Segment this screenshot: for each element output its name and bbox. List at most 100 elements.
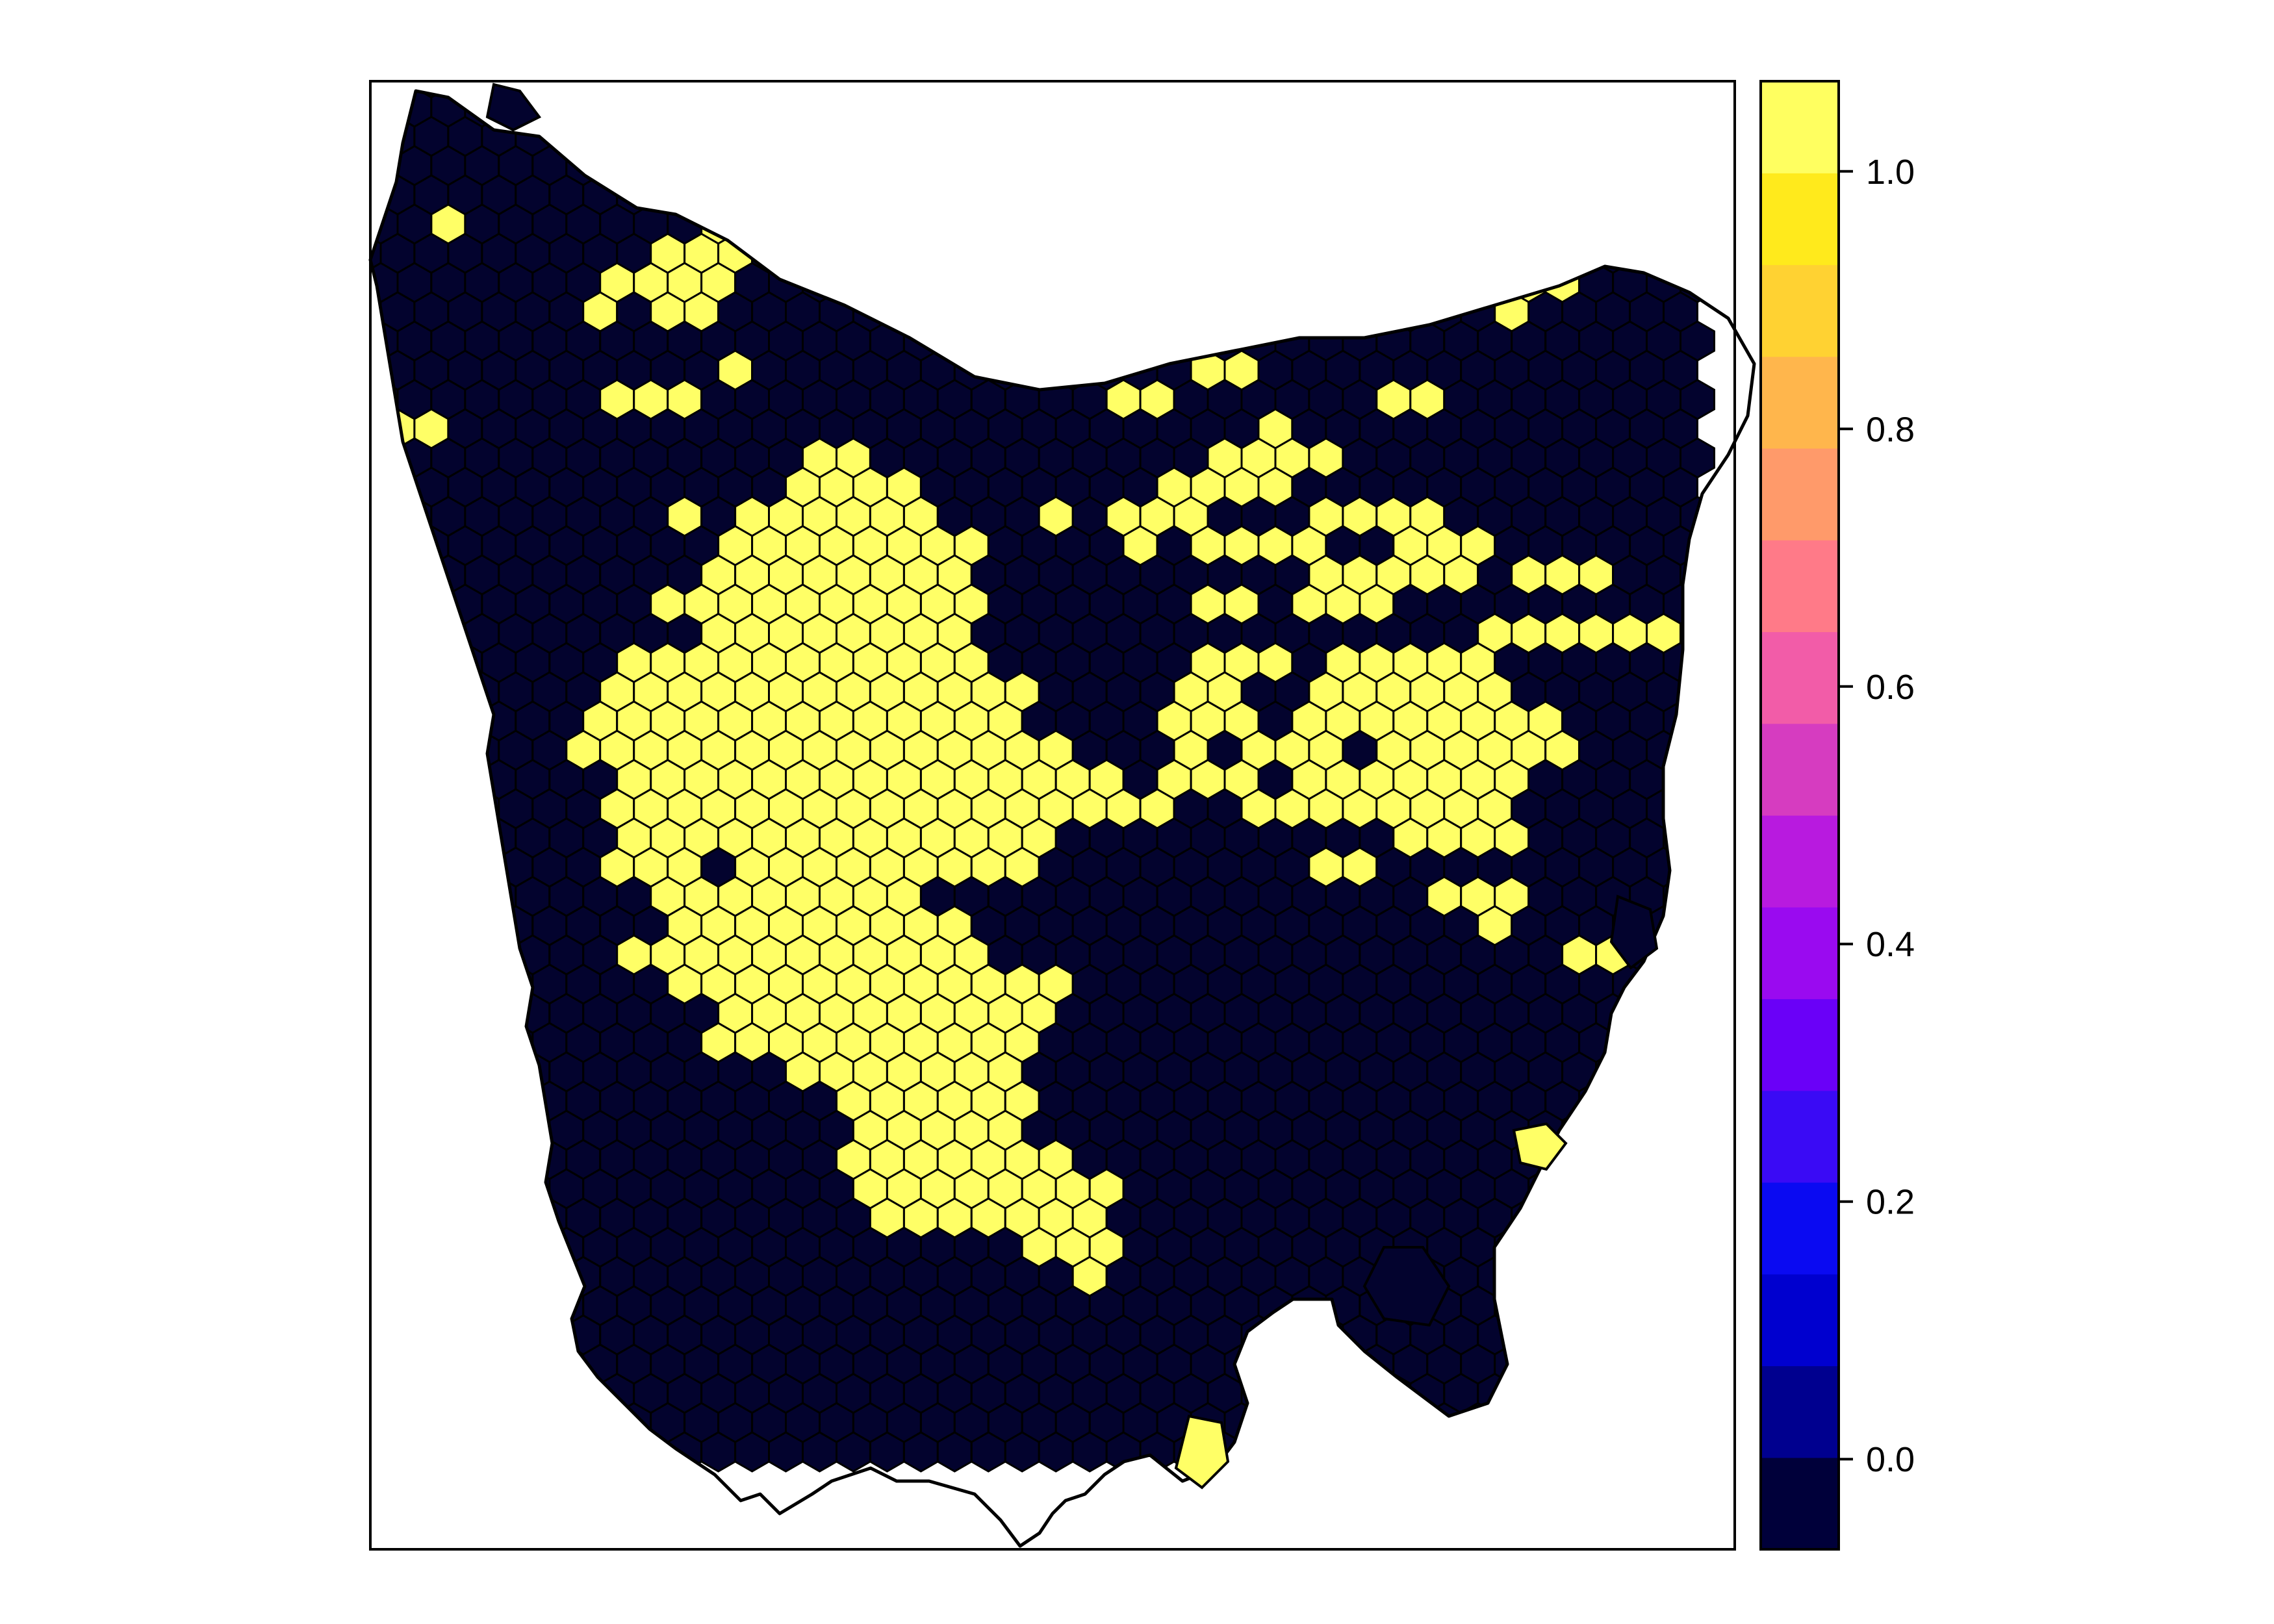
hex-cell-absent — [1527, 174, 1564, 216]
legend-swatch — [1761, 81, 1839, 173]
hex-cell-absent — [447, 934, 483, 976]
hex-cell-present — [1527, 233, 1564, 274]
hex-cell-absent — [1595, 1343, 1631, 1385]
hex-cell-absent — [1511, 203, 1547, 245]
hex-cell-absent — [836, 203, 871, 245]
hex-cell-absent — [1527, 116, 1564, 157]
hex-cell-absent — [1071, 320, 1108, 362]
hex-cell-absent — [1443, 145, 1479, 186]
hex-cell-absent — [1527, 1285, 1564, 1326]
hex-cell-absent — [1663, 759, 1698, 800]
hex-cell-absent — [379, 934, 416, 976]
hex-cell-absent — [1544, 145, 1581, 186]
hex-cell-absent — [1004, 145, 1040, 186]
hex-cell-absent — [1240, 91, 1277, 128]
hex-cell-absent — [565, 1373, 602, 1414]
hex-cell-absent — [1494, 1226, 1530, 1268]
hex-cell-absent — [379, 1110, 416, 1151]
hex-cell-absent — [1680, 1139, 1715, 1180]
offshore-island — [1362, 1246, 1451, 1327]
hex-cell-absent — [599, 91, 635, 128]
hex-cell-absent — [430, 1139, 466, 1180]
hex-cell-absent — [379, 759, 416, 800]
hex-cell-absent — [370, 730, 399, 771]
hex-cell-absent — [1004, 1431, 1040, 1473]
hex-cell-absent — [1426, 91, 1463, 99]
hex-cell-absent — [1291, 291, 1327, 333]
hex-cell-absent — [1105, 1431, 1142, 1473]
hex-cell-absent — [447, 1343, 483, 1385]
hex-cell-absent — [1663, 1343, 1698, 1385]
hex-cell-absent — [1021, 233, 1057, 274]
hex-cell-absent — [430, 1431, 466, 1473]
hex-cell-absent — [1494, 233, 1530, 274]
hex-cell-absent — [1663, 1110, 1698, 1151]
hex-cell-absent — [370, 700, 382, 742]
hex-cell-absent — [447, 1226, 483, 1268]
hex-cell-absent — [734, 203, 770, 245]
hex-cell-absent — [1646, 1314, 1681, 1356]
hex-cell-absent — [700, 91, 737, 128]
hex-cell-absent — [886, 291, 922, 333]
hex-cell-absent — [1038, 1431, 1074, 1473]
hex-cell-absent — [1105, 145, 1142, 186]
hex-cell-absent — [1561, 1226, 1598, 1268]
legend-swatch — [1761, 540, 1839, 633]
hex-cell-absent — [1629, 116, 1665, 157]
hex-cell-absent — [886, 91, 922, 99]
hex-cell-absent — [430, 730, 466, 771]
hex-cell-absent — [936, 262, 973, 303]
hex-cell-absent — [370, 1431, 399, 1473]
hex-cell-absent — [785, 116, 821, 157]
hex-cell-absent — [1460, 174, 1496, 216]
hex-cell-absent — [370, 671, 399, 713]
plot-frame — [369, 80, 1736, 1551]
hex-cell-absent — [1021, 291, 1057, 333]
hex-cell-absent — [1257, 233, 1294, 274]
hex-cell-absent — [1139, 145, 1175, 186]
hex-cell-absent — [396, 1022, 433, 1063]
hex-cell-absent — [970, 262, 1006, 303]
hex-cell-absent — [1646, 1022, 1681, 1063]
hex-cell-absent — [1477, 203, 1513, 245]
hex-cell-absent — [1544, 1314, 1581, 1356]
hex-cell-absent — [370, 1197, 399, 1239]
hex-cell-absent — [886, 233, 922, 274]
hex-cell-absent — [1680, 963, 1715, 1005]
hex-cell-absent — [869, 91, 905, 128]
hex-cell-absent — [447, 817, 483, 859]
hex-cell-absent — [819, 91, 854, 99]
hex-cell-absent — [1527, 91, 1564, 99]
hex-cell-absent — [1342, 1431, 1378, 1473]
hex-cell-absent — [667, 91, 703, 128]
hex-cell-absent — [481, 1110, 517, 1151]
legend-frame — [1759, 80, 1840, 1551]
hex-cell-absent — [396, 963, 433, 1005]
hex-cell-absent — [1578, 91, 1615, 128]
hex-cell-absent — [1578, 1431, 1615, 1473]
hex-cell-absent — [1004, 320, 1040, 362]
hex-cell-absent — [430, 1080, 466, 1122]
hex-cell-absent — [370, 349, 382, 391]
hex-cell-absent — [650, 174, 686, 216]
hex-cell-absent — [464, 846, 500, 888]
hex-cell-absent — [1240, 262, 1277, 303]
hex-cell-absent — [1392, 1402, 1429, 1443]
hex-cell-absent — [1629, 1168, 1665, 1210]
hex-cell-absent — [370, 1373, 399, 1414]
hex-cell-absent — [1325, 174, 1361, 216]
hex-cell-absent — [1595, 1226, 1631, 1268]
hex-cell-absent — [1122, 116, 1158, 157]
hex-cell-absent — [464, 1197, 500, 1239]
hex-cell-absent — [919, 174, 956, 216]
hex-cell-absent — [1646, 1080, 1681, 1122]
hex-cell-absent — [1274, 262, 1310, 303]
hex-cell-absent — [1426, 1402, 1463, 1443]
hex-cell-absent — [1392, 91, 1429, 99]
hex-cell-absent — [1612, 91, 1648, 128]
hex-cell-absent — [1663, 1168, 1698, 1210]
hex-cell-absent — [413, 876, 450, 917]
hex-cell-absent — [802, 145, 837, 186]
hex-cell-absent — [819, 116, 854, 157]
hex-cell-absent — [1190, 233, 1226, 274]
